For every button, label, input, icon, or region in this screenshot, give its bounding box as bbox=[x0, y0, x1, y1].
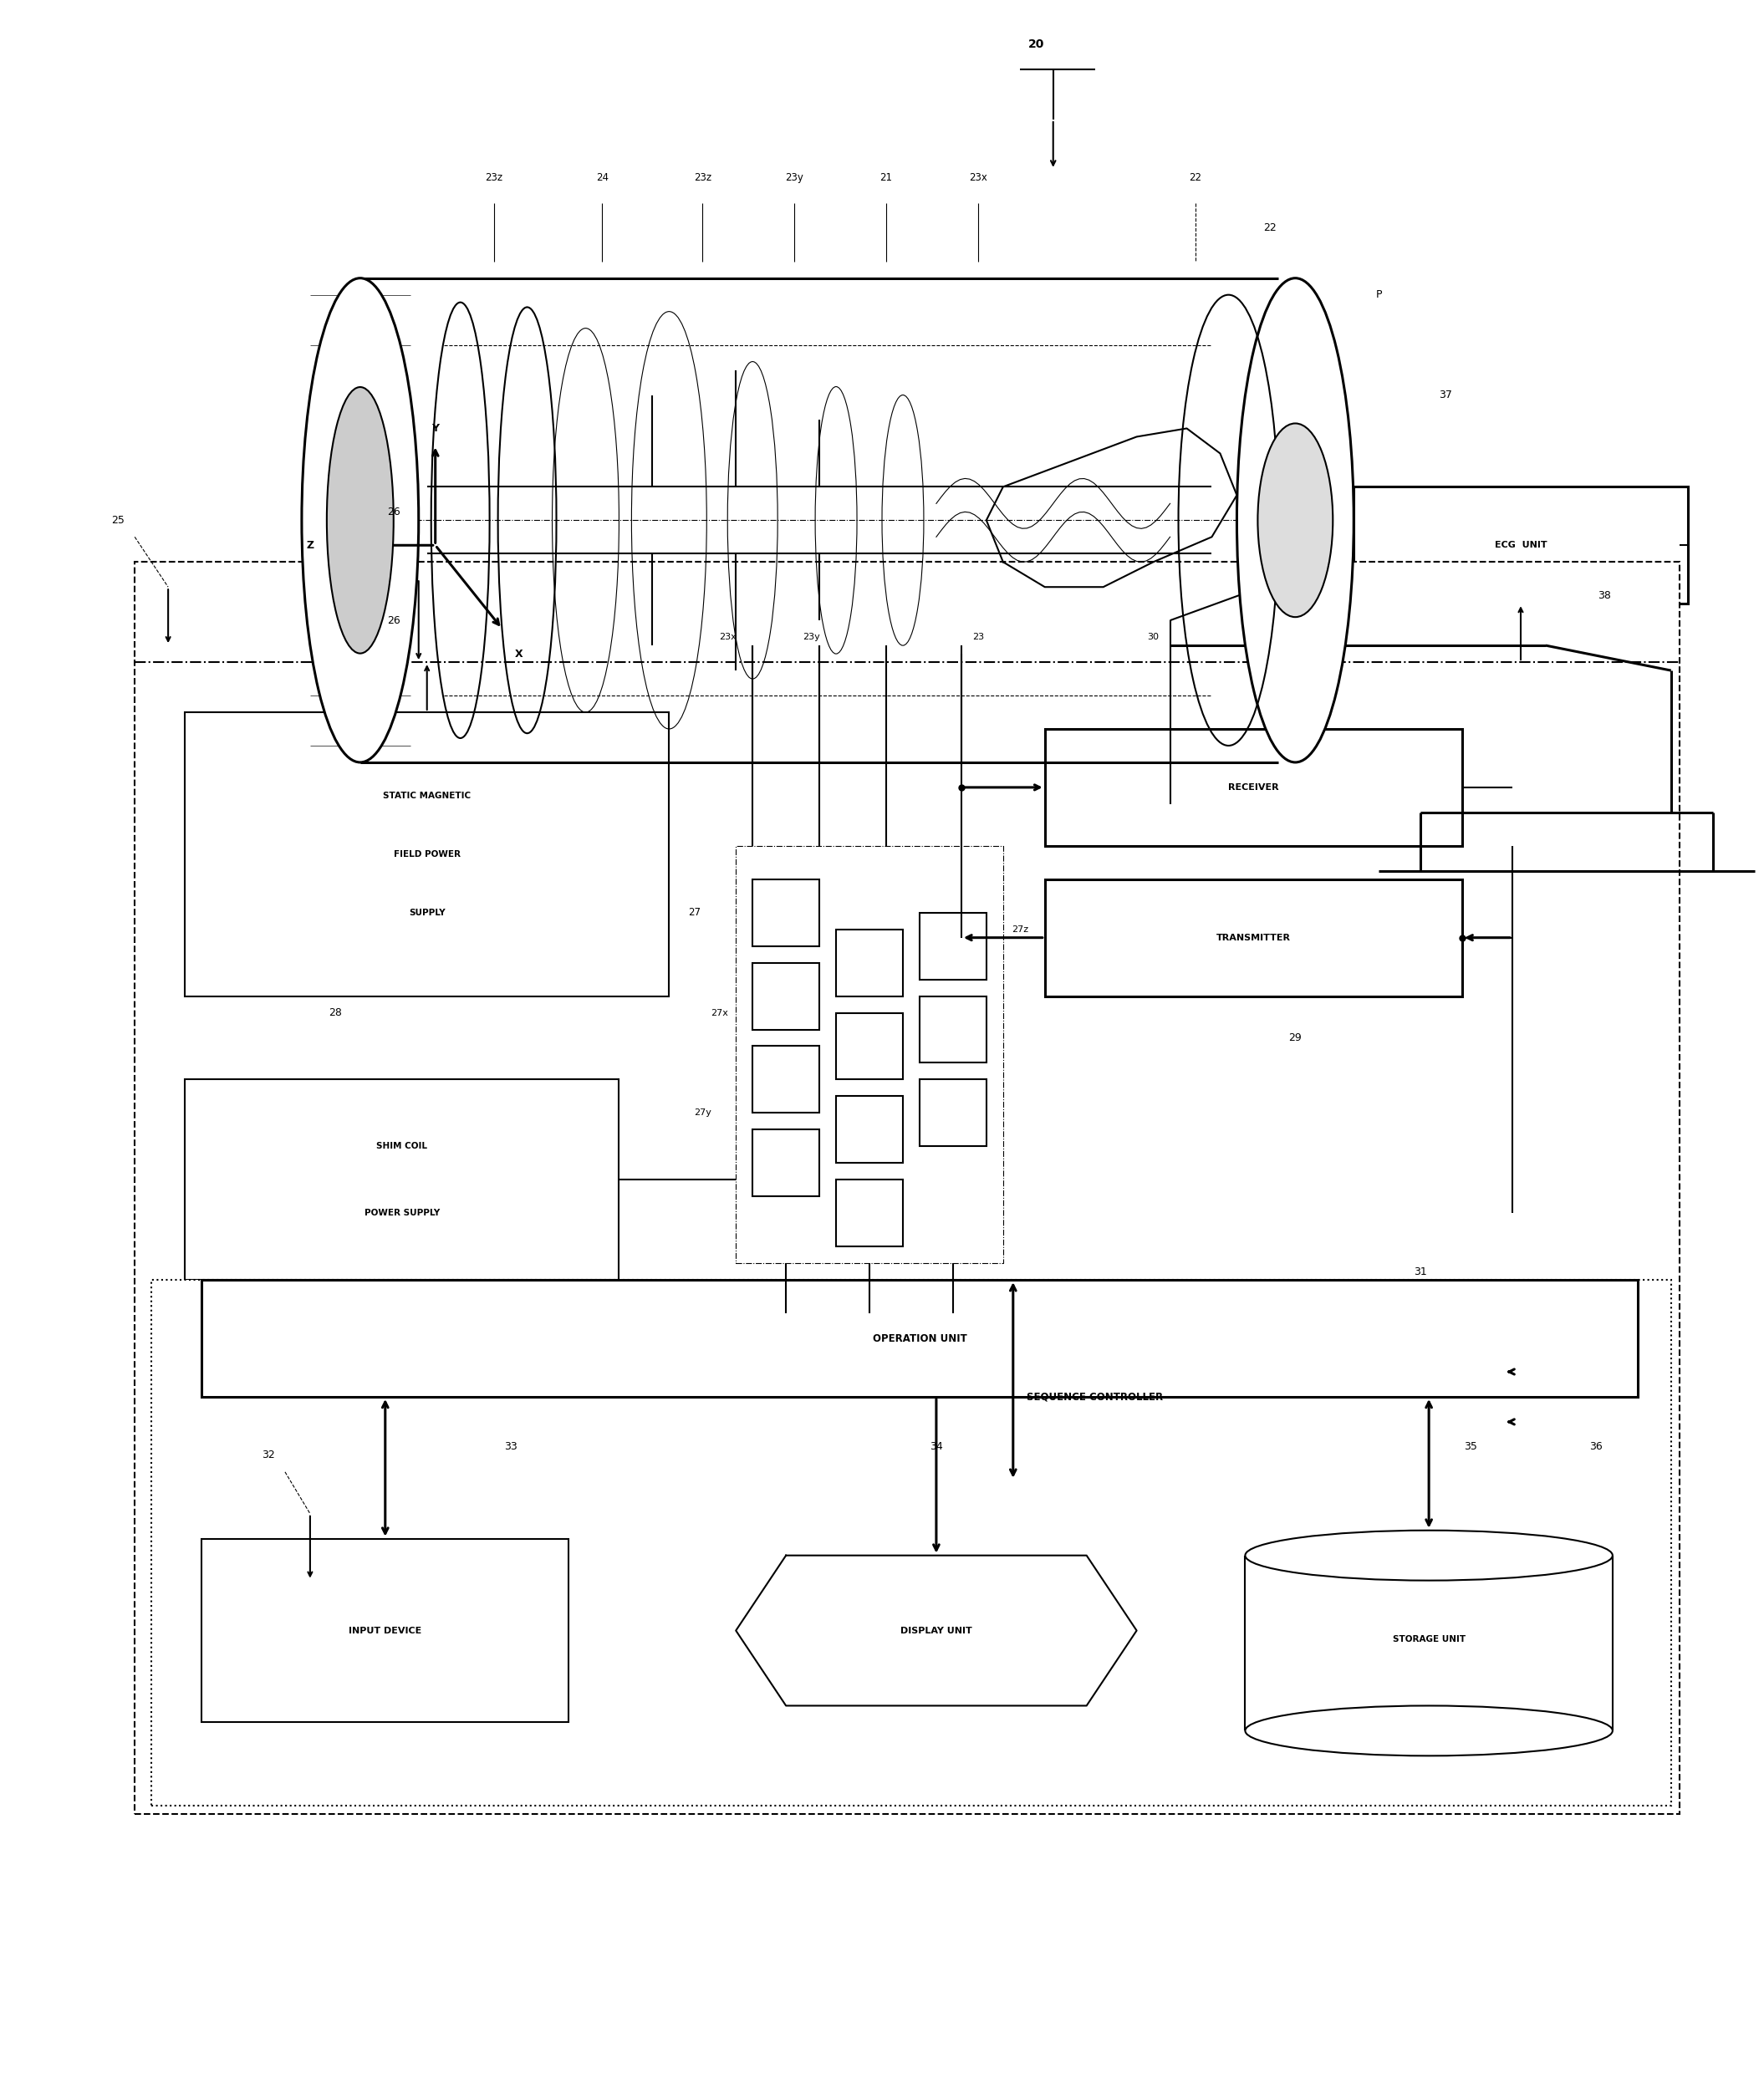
Text: 24: 24 bbox=[596, 173, 609, 183]
Text: FIELD POWER: FIELD POWER bbox=[393, 850, 460, 859]
Bar bbox=[152, 1280, 1671, 1807]
Text: Y: Y bbox=[432, 423, 439, 433]
Polygon shape bbox=[736, 1555, 1136, 1705]
Bar bbox=[836, 1096, 903, 1163]
Text: 37: 37 bbox=[1439, 390, 1452, 400]
Bar bbox=[134, 563, 1679, 1815]
Text: SHIM COIL: SHIM COIL bbox=[376, 1142, 427, 1150]
Text: INPUT DEVICE: INPUT DEVICE bbox=[349, 1626, 422, 1634]
Bar bbox=[1044, 879, 1462, 996]
Text: Z: Z bbox=[307, 540, 314, 550]
Bar bbox=[919, 1080, 986, 1146]
Text: TRANSMITTER: TRANSMITTER bbox=[1217, 934, 1291, 942]
Text: 26: 26 bbox=[386, 506, 400, 517]
Text: 34: 34 bbox=[930, 1442, 942, 1453]
Text: 23y: 23y bbox=[785, 173, 803, 183]
Text: 21: 21 bbox=[880, 173, 893, 183]
Ellipse shape bbox=[326, 388, 393, 654]
Text: DISPLAY UNIT: DISPLAY UNIT bbox=[900, 1626, 972, 1634]
Text: STATIC MAGNETIC: STATIC MAGNETIC bbox=[383, 792, 471, 800]
Text: OPERATION UNIT: OPERATION UNIT bbox=[873, 1334, 967, 1344]
Text: 28: 28 bbox=[328, 1007, 342, 1019]
Text: RECEIVER: RECEIVER bbox=[1228, 784, 1279, 792]
Bar bbox=[753, 1046, 820, 1113]
Text: 23: 23 bbox=[972, 634, 984, 642]
Text: 27x: 27x bbox=[711, 1009, 729, 1017]
Bar bbox=[919, 913, 986, 979]
Text: 31: 31 bbox=[1415, 1267, 1427, 1277]
Text: ECG  UNIT: ECG UNIT bbox=[1494, 542, 1547, 550]
Bar bbox=[686, 1313, 1505, 1480]
Text: 30: 30 bbox=[1148, 634, 1159, 642]
Ellipse shape bbox=[302, 277, 418, 763]
Text: 33: 33 bbox=[505, 1442, 517, 1453]
Text: SEQUENCE CONTROLLER: SEQUENCE CONTROLLER bbox=[1027, 1392, 1162, 1403]
Text: 27: 27 bbox=[688, 907, 700, 919]
Text: SUPPLY: SUPPLY bbox=[409, 909, 445, 917]
Bar bbox=[753, 1130, 820, 1196]
Text: 25: 25 bbox=[111, 515, 125, 525]
Text: 26: 26 bbox=[386, 615, 400, 625]
Bar bbox=[185, 713, 669, 996]
Bar bbox=[836, 929, 903, 996]
Bar bbox=[753, 879, 820, 946]
Text: 23z: 23z bbox=[693, 173, 711, 183]
Text: 32: 32 bbox=[261, 1450, 275, 1461]
Text: 27y: 27y bbox=[693, 1109, 711, 1117]
Text: P: P bbox=[1376, 290, 1381, 300]
Text: 23z: 23z bbox=[485, 173, 503, 183]
Bar bbox=[1353, 488, 1688, 604]
Text: X: X bbox=[515, 648, 522, 659]
Text: 29: 29 bbox=[1289, 1032, 1302, 1044]
Ellipse shape bbox=[1258, 423, 1334, 617]
Bar bbox=[736, 846, 1004, 1263]
Text: 22: 22 bbox=[1263, 223, 1277, 233]
Text: 23x: 23x bbox=[968, 173, 988, 183]
Text: 23y: 23y bbox=[803, 634, 820, 642]
Bar bbox=[919, 996, 986, 1063]
Text: 27z: 27z bbox=[1011, 925, 1028, 934]
Text: STORAGE UNIT: STORAGE UNIT bbox=[1392, 1634, 1466, 1642]
Ellipse shape bbox=[1245, 1530, 1612, 1580]
Bar bbox=[1044, 729, 1462, 846]
Text: 35: 35 bbox=[1464, 1442, 1476, 1453]
Text: 36: 36 bbox=[1589, 1442, 1602, 1453]
Bar bbox=[753, 963, 820, 1029]
Text: POWER SUPPLY: POWER SUPPLY bbox=[363, 1209, 439, 1217]
Bar bbox=[201, 1538, 570, 1721]
Ellipse shape bbox=[1245, 1705, 1612, 1757]
Bar bbox=[201, 1280, 1637, 1396]
Bar bbox=[836, 1013, 903, 1080]
Text: 20: 20 bbox=[1028, 38, 1044, 50]
Text: 38: 38 bbox=[1598, 590, 1611, 600]
Ellipse shape bbox=[1237, 277, 1353, 763]
Bar bbox=[836, 1180, 903, 1246]
Text: 22: 22 bbox=[1189, 173, 1201, 183]
Bar bbox=[185, 1080, 619, 1280]
Text: 23x: 23x bbox=[720, 634, 736, 642]
